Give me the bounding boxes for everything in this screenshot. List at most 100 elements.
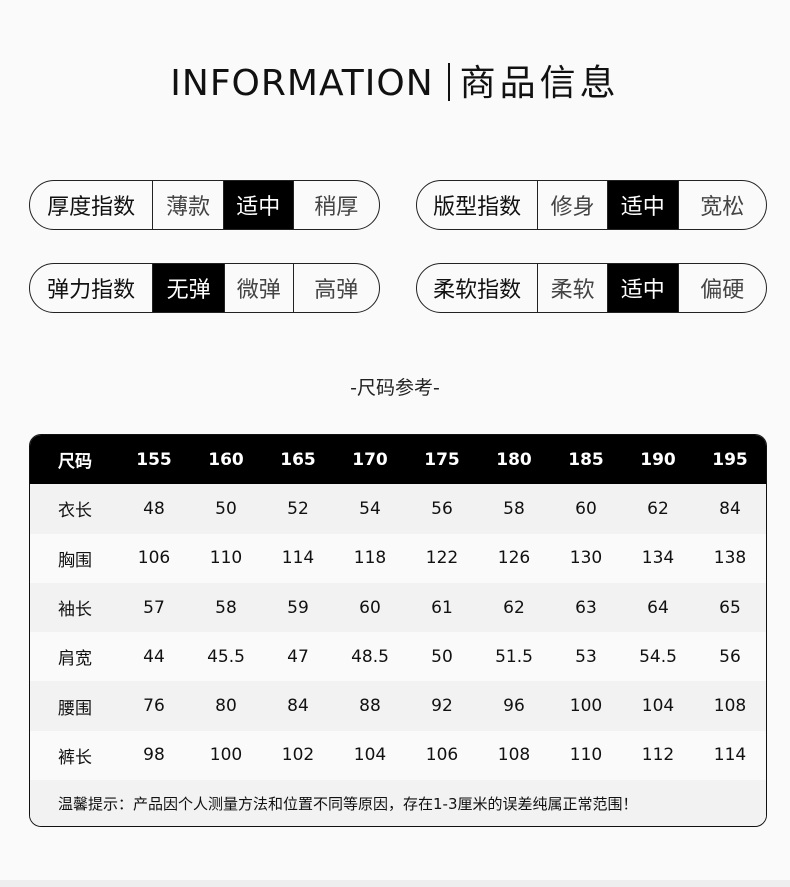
table-row: 裤长 98 100 102 104 106 108 110 112 114 [30,730,766,781]
table-cell: 54.5 [639,646,677,667]
row-label: 衣长 [58,501,92,522]
bottom-strip [0,880,790,887]
table-cell: 165 [280,449,316,470]
table-cell: 64 [647,597,669,618]
table-cell: 62 [647,498,669,519]
table-cell: 98 [143,745,165,766]
table-cell: 102 [281,745,315,766]
index-pill: 版型指数 修身 适中 宽松 [416,180,767,230]
table-cell: 48.5 [351,646,389,667]
table-cell: 96 [503,696,525,717]
table-row: 胸围 106 110 114 118 122 126 130 134 138 [30,533,766,583]
table-cell: 92 [431,696,453,717]
index-option-selected: 适中 [223,181,294,229]
table-cell: 76 [143,696,165,717]
table-cell: 54 [359,498,381,519]
index-option: 修身 [538,181,608,229]
row-label: 肩宽 [58,649,92,670]
table-cell: 80 [215,696,237,717]
table-cell: 56 [431,498,453,519]
table-cell: 59 [287,597,309,618]
table-cell: 84 [287,696,309,717]
index-label: 柔软指数 [417,264,539,312]
index-pill: 柔软指数 柔软 适中 偏硬 [416,263,767,313]
index-option-selected: 适中 [607,181,679,229]
table-cell: 58 [215,597,237,618]
title-chinese: 商品信息 [459,63,620,104]
table-cell: 130 [569,548,603,569]
table-cell: 57 [143,597,165,618]
table-cell: 106 [425,745,459,766]
row-label: 袖长 [58,600,92,621]
table-cell: 62 [503,597,525,618]
row-label: 腰围 [58,698,92,719]
table-cell: 48 [143,498,165,519]
table-cell: 114 [281,548,315,569]
table-cell: 195 [712,449,748,470]
table-cell: 138 [713,548,747,569]
table-row: 衣长 48 50 52 54 56 58 60 62 84 [30,484,766,534]
table-row: 腰围 76 80 84 88 92 96 100 104 108 [30,681,766,731]
table-cell: 65 [719,597,741,618]
table-cell: 190 [640,449,676,470]
table-cell: 45.5 [207,646,245,667]
table-header: 尺码 155 160 165 170 175 180 185 190 195 [30,435,766,485]
index-pill: 厚度指数 薄款 适中 稍厚 [29,180,380,230]
index-label: 厚度指数 [30,181,154,229]
table-cell: 100 [569,696,603,717]
index-option: 微弹 [225,264,294,312]
table-cell: 126 [497,548,531,569]
table-cell: 51.5 [495,646,533,667]
table-cell: 110 [209,548,243,569]
table-cell: 88 [359,696,381,717]
table-cell: 61 [431,597,453,618]
table-cell: 106 [137,548,171,569]
index-option-selected: 无弹 [153,264,225,312]
table-cell: 63 [575,597,597,618]
row-label: 胸围 [58,550,92,571]
table-cell: 108 [713,696,747,717]
table-cell: 180 [496,449,532,470]
index-option: 高弹 [314,278,359,303]
table-row: 袖长 57 58 59 60 61 62 63 64 65 [30,582,766,633]
table-cell: 134 [641,548,675,569]
row-label: 裤长 [58,747,92,768]
table-cell: 60 [575,498,597,519]
page-title: INFORMATION 商品信息 [0,62,790,106]
size-table: 尺码 155 160 165 170 175 180 185 190 195 衣长 48 50 52 54 5… [29,434,767,828]
table-cell: 47 [287,646,309,667]
title-english: INFORMATION [170,63,434,104]
index-label: 弹力指数 [30,264,154,312]
table-cell: 114 [713,745,747,766]
table-cell: 118 [353,548,387,569]
index-option: 宽松 [700,195,745,220]
row-label: 尺码 [58,452,92,473]
index-pill: 弹力指数 无弹 微弹 高弹 [29,263,380,313]
size-reference-title: -尺码参考- [350,377,440,399]
table-cell: 185 [568,449,604,470]
title-divider [447,63,450,101]
table-cell: 52 [287,498,309,519]
table-cell: 122 [425,548,459,569]
table-cell: 100 [209,745,243,766]
table-cell: 50 [215,498,237,519]
table-cell: 112 [641,745,675,766]
table-cell: 155 [136,449,172,470]
table-cell: 56 [719,646,741,667]
table-cell: 170 [352,449,388,470]
table-cell: 104 [641,696,675,717]
table-cell: 108 [497,745,531,766]
table-cell: 53 [575,646,597,667]
table-cell: 50 [431,646,453,667]
measurement-note: 温馨提示：产品因个人测量方法和位置不同等原因，存在1-3厘米的误差纯属正常范围！ [30,780,766,827]
index-option-selected: 适中 [607,264,679,312]
table-cell: 84 [719,498,741,519]
index-label: 版型指数 [417,181,539,229]
table-cell: 58 [503,498,525,519]
index-option: 柔软 [538,264,608,312]
table-cell: 44 [143,646,165,667]
table-cell: 60 [359,597,381,618]
index-option: 偏硬 [700,278,745,303]
table-cell: 175 [424,449,460,470]
table-cell: 110 [569,745,603,766]
